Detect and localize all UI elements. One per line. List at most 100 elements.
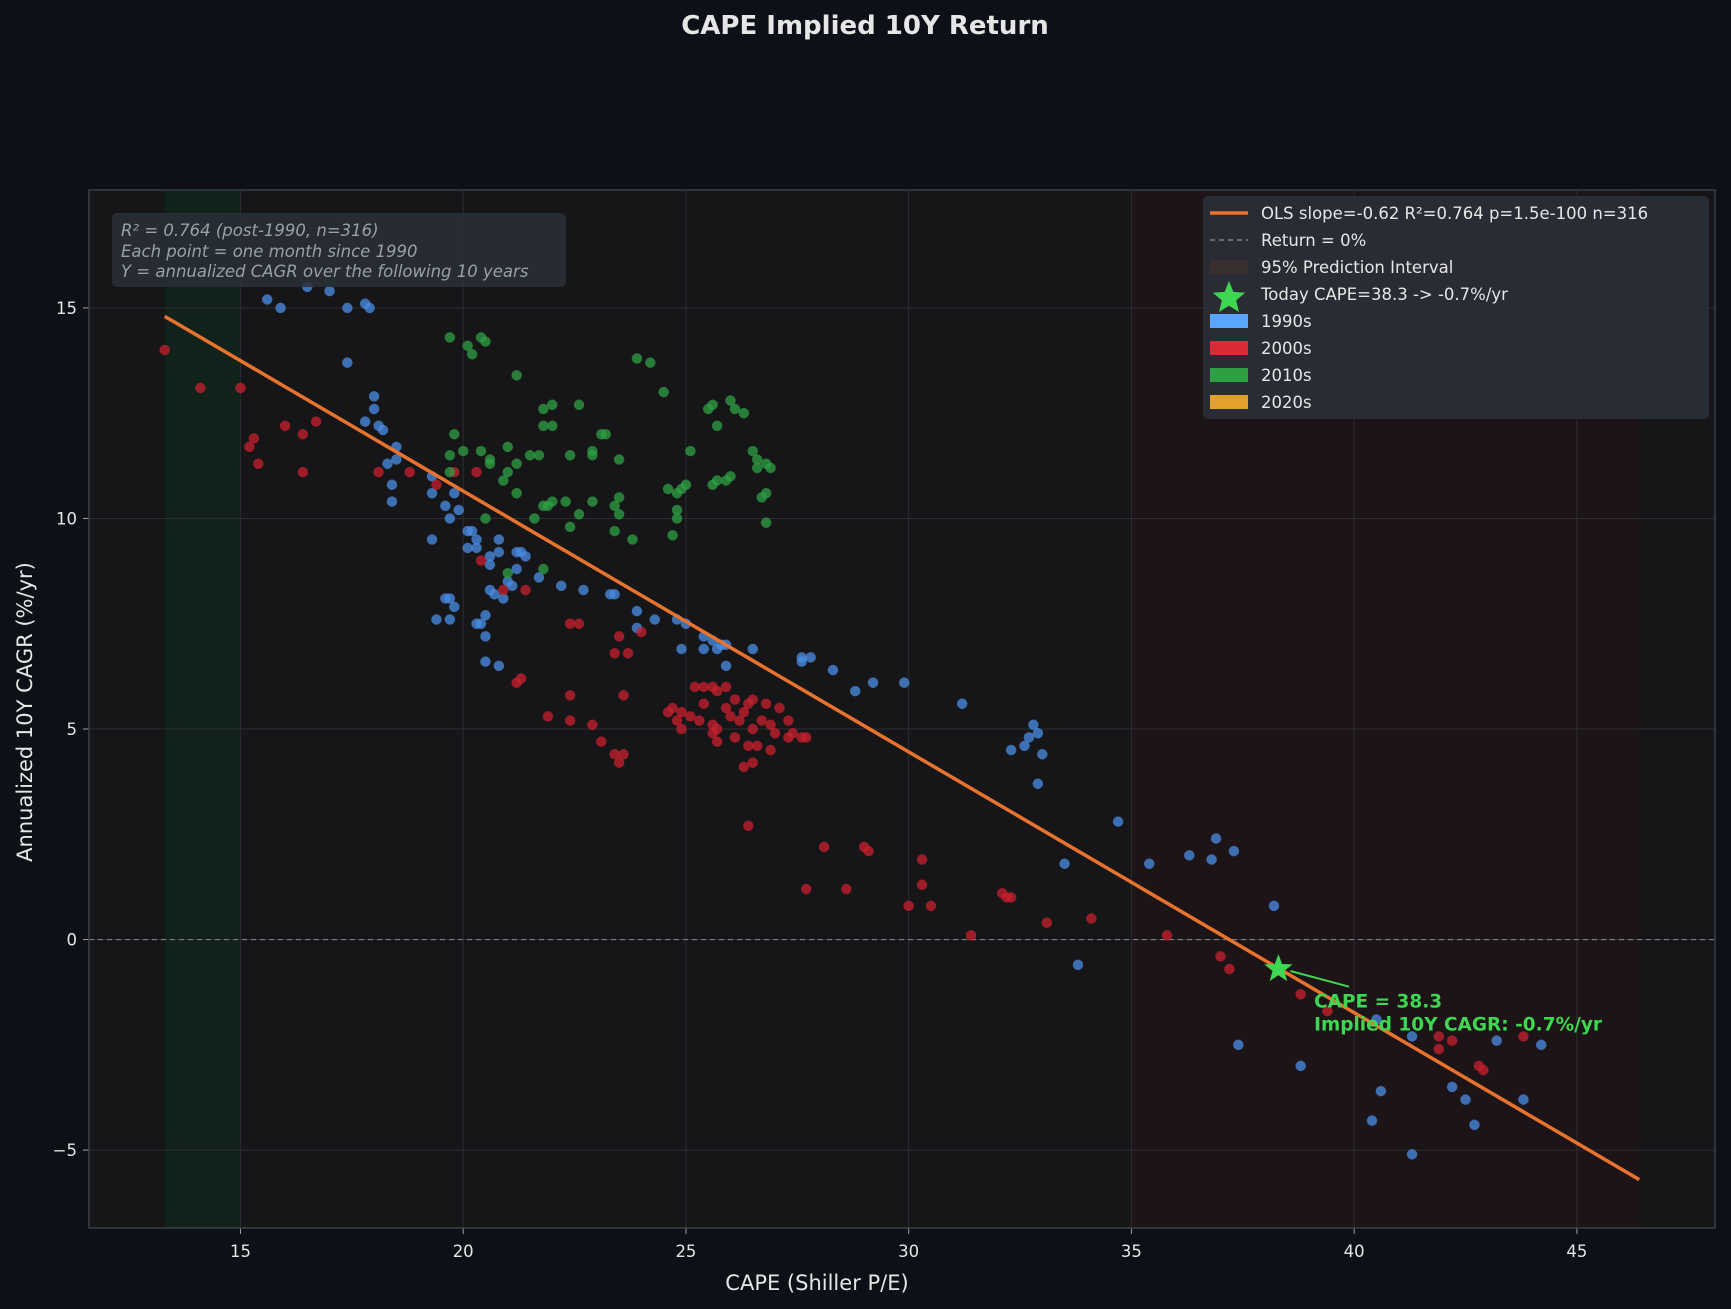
point-2000s xyxy=(279,420,291,432)
legend-interval-label: 95% Prediction Interval xyxy=(1261,258,1453,277)
point-1990s xyxy=(359,416,371,427)
point-2000s xyxy=(707,727,718,739)
point-2010s xyxy=(564,521,576,533)
point-1990s xyxy=(440,500,451,512)
point-2010s xyxy=(573,508,585,520)
point-1990s xyxy=(493,546,505,558)
point-2010s xyxy=(480,336,491,347)
point-1990s xyxy=(386,479,398,491)
point-1990s xyxy=(382,458,393,469)
point-2000s xyxy=(1478,1064,1489,1076)
point-1990s xyxy=(609,589,620,600)
point-2010s xyxy=(511,487,522,499)
point-2010s xyxy=(609,500,620,512)
point-1990s xyxy=(796,656,808,667)
legend-2020s-swatch xyxy=(1210,395,1248,409)
point-2000s xyxy=(743,820,754,832)
point-1990s xyxy=(1023,732,1035,743)
today-star-marker xyxy=(1264,954,1293,982)
point-1990s xyxy=(1210,833,1222,844)
point-2010s xyxy=(587,450,598,461)
point-2000s xyxy=(818,841,830,853)
point-1990s xyxy=(1536,1039,1547,1051)
point-1990s xyxy=(956,698,968,709)
point-1990s xyxy=(1469,1119,1480,1131)
point-1990s xyxy=(493,534,505,545)
point-2010s xyxy=(498,475,509,486)
point-1990s xyxy=(444,513,456,524)
today-annotation-cape: CAPE = 38.3 xyxy=(1314,992,1442,1013)
point-2000s xyxy=(596,736,607,747)
point-2010s xyxy=(542,500,554,512)
point-2000s xyxy=(471,466,482,478)
point-2000s xyxy=(1041,917,1053,928)
y-tick-label: −5 xyxy=(53,1141,77,1160)
point-1990s xyxy=(426,534,438,545)
point-1990s xyxy=(631,605,643,617)
x-axis-label: CAPE (Shiller P/E) xyxy=(725,1271,908,1295)
y-tick-label: 5 xyxy=(67,720,78,739)
point-2010s xyxy=(627,534,638,545)
x-tick-label: 40 xyxy=(1344,1242,1365,1261)
point-2000s xyxy=(756,715,767,726)
point-2010s xyxy=(645,357,656,368)
point-1990s xyxy=(377,424,389,436)
stats-box-background xyxy=(112,213,566,287)
point-2000s xyxy=(747,757,759,768)
point-1990s xyxy=(480,610,491,621)
point-2000s xyxy=(1001,892,1012,903)
point-1990s xyxy=(471,618,482,629)
point-2000s xyxy=(671,715,683,726)
point-1990s xyxy=(480,656,491,667)
point-2010s xyxy=(484,458,496,469)
legend-zero-label: Return = 0% xyxy=(1261,231,1366,250)
point-1990s xyxy=(1028,719,1039,731)
legend-2010s-label: 2010s xyxy=(1261,366,1312,385)
point-1990s xyxy=(489,589,500,600)
point-1990s xyxy=(1112,816,1124,827)
point-2010s xyxy=(502,466,514,478)
point-2000s xyxy=(542,711,554,722)
point-2010s xyxy=(707,399,718,411)
point-2000s xyxy=(297,428,309,440)
point-2000s xyxy=(720,681,732,693)
point-2000s xyxy=(783,715,794,726)
point-2010s xyxy=(444,332,456,343)
point-2000s xyxy=(694,715,705,726)
point-2000s xyxy=(618,749,629,760)
point-1990s xyxy=(275,302,286,314)
point-2000s xyxy=(787,727,799,739)
point-2000s xyxy=(1295,989,1306,1000)
point-1990s xyxy=(849,685,861,697)
point-1990s xyxy=(462,542,473,554)
stats-line-1: R² = 0.764 (post-1990, n=316) xyxy=(121,221,379,240)
point-1990s xyxy=(493,660,505,672)
point-2000s xyxy=(564,690,576,701)
point-2000s xyxy=(573,618,585,629)
point-2000s xyxy=(747,723,759,735)
point-1990s xyxy=(440,593,451,604)
point-2000s xyxy=(613,631,625,642)
x-tick-label: 25 xyxy=(675,1242,696,1261)
x-tick-label: 45 xyxy=(1566,1242,1587,1261)
point-2010s xyxy=(573,399,585,411)
point-2000s xyxy=(760,698,772,709)
point-1990s xyxy=(520,551,531,562)
point-2010s xyxy=(738,407,750,419)
point-2000s xyxy=(774,702,785,714)
stats-box: R² = 0.764 (post-1990, n=316) Each point… xyxy=(112,213,566,287)
point-2010s xyxy=(502,441,514,453)
point-2000s xyxy=(747,694,759,705)
point-1990s xyxy=(1460,1094,1471,1105)
point-1990s xyxy=(1446,1081,1458,1093)
point-2010s xyxy=(475,445,487,457)
point-2000s xyxy=(613,757,625,768)
point-1990s xyxy=(898,677,910,688)
point-1990s xyxy=(1406,1031,1418,1042)
point-2010s xyxy=(533,450,545,461)
point-2010s xyxy=(609,525,620,537)
point-2010s xyxy=(600,428,612,440)
point-2000s xyxy=(1518,1031,1529,1042)
legend-1990s-swatch xyxy=(1210,314,1248,328)
